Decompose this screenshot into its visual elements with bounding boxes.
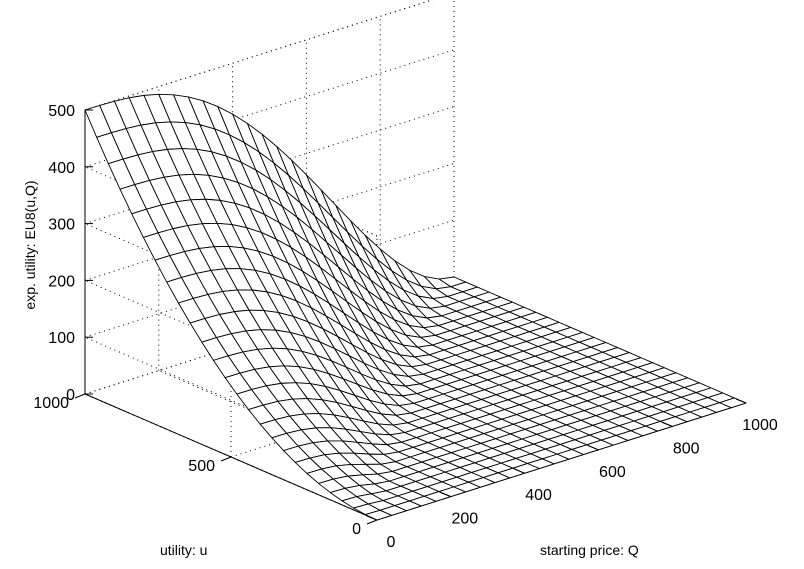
grid-line-z-wall-u <box>84 223 378 351</box>
z-tick-label: 300 <box>48 217 75 234</box>
x-tick-mark <box>366 515 378 521</box>
z-tick-label: 200 <box>48 273 75 290</box>
y-tick-mark <box>366 519 378 525</box>
x-tick-mark <box>588 445 599 451</box>
x-tick-label: 800 <box>673 440 700 457</box>
y-tick-label: 1000 <box>33 395 69 412</box>
z-tick-label: 500 <box>48 103 75 120</box>
y-tick-label: 0 <box>352 521 361 538</box>
x-tick-mark <box>735 398 747 404</box>
box-edge <box>84 0 434 111</box>
x-axis-label: starting price: Q <box>540 542 639 558</box>
x-tick-mark <box>662 421 673 427</box>
z-axis-label: exp. utility: EU8(u,Q) <box>22 180 38 309</box>
grid-line-q-floor <box>158 370 451 498</box>
x-tick-label: 1000 <box>742 417 778 434</box>
grid-line-z-wall-q <box>84 0 434 111</box>
x-tick-label: 600 <box>599 464 626 481</box>
y-tick-mark <box>220 456 232 462</box>
z-tick-label: 400 <box>48 160 75 177</box>
z-tick-label: 0 <box>66 387 75 404</box>
x-tick-label: 0 <box>387 534 396 551</box>
y-axis-label: utility: u <box>160 542 207 558</box>
z-tick-label: 100 <box>48 330 75 347</box>
grid-line-z-wall-u <box>84 336 378 464</box>
surface-mesh <box>84 93 747 521</box>
x-tick-label: 200 <box>451 511 478 528</box>
tick-labels: 0100200300400500050010000200400600800100… <box>33 103 777 551</box>
grid-line-z-wall-u <box>84 279 378 407</box>
x-tick-mark <box>440 492 451 498</box>
x-tick-mark <box>514 468 525 474</box>
y-tick-label: 500 <box>188 458 215 475</box>
y-tick-mark <box>74 393 86 399</box>
x-tick-label: 400 <box>525 487 552 504</box>
